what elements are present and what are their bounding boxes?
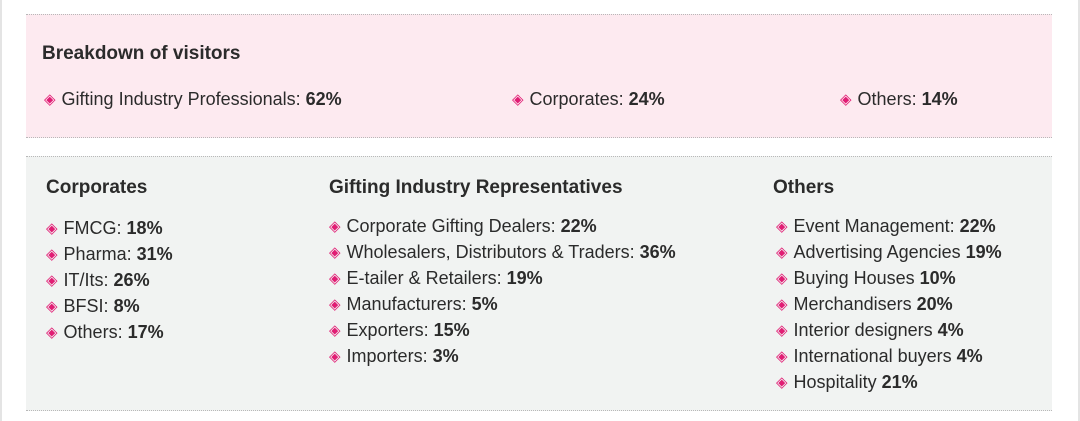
item-label: Importers: [347,346,428,367]
list-item: ◈ BFSI: 8% [46,293,173,319]
list-item: ◈ FMCG: 18% [46,215,173,241]
item-value: 5% [472,294,498,315]
item-label: E-tailer & Retailers: [347,268,502,289]
diamond-bullet-icon: ◈ [776,323,788,338]
category-details-panel: Corporates ◈ FMCG: 18% ◈ Pharma: 31% ◈ IT/Its… [26,156,1052,411]
diamond-bullet-icon: ◈ [46,299,58,314]
diamond-bullet-icon: ◈ [329,297,341,312]
list-item: ◈ Wholesalers, Distributors & Traders: 36% [329,239,676,265]
item-label: Advertising Agencies [794,242,961,263]
item-label: Pharma: [64,244,132,265]
diamond-bullet-icon: ◈ [46,325,58,340]
item-value: 21% [882,372,918,393]
diamond-bullet-icon: ◈ [329,219,341,234]
diamond-bullet-icon: ◈ [776,245,788,260]
item-value: 15% [434,320,470,341]
diamond-bullet-icon: ◈ [776,271,788,286]
diamond-bullet-icon: ◈ [329,245,341,260]
list-item: ◈ E-tailer & Retailers: 19% [329,265,676,291]
item-value: 20% [917,294,953,315]
diamond-bullet-icon: ◈ [329,271,341,286]
diamond-bullet-icon: ◈ [512,92,524,107]
diamond-bullet-icon: ◈ [329,349,341,364]
list-item: ◈ International buyers 4% [776,343,1002,369]
diamond-bullet-icon: ◈ [329,323,341,338]
item-value: 36% [640,242,676,263]
breakdown-label: Gifting Industry Professionals: [62,89,301,110]
list-item: ◈ Interior designers 4% [776,317,1002,343]
others-title: Others [773,177,834,199]
diamond-bullet-icon: ◈ [46,273,58,288]
list-item: ◈ Exporters: 15% [329,317,676,343]
item-label: BFSI: [64,296,109,317]
visitor-breakdown-panel: Breakdown of visitors ◈ Gifting Industry… [26,14,1052,138]
diamond-bullet-icon: ◈ [46,247,58,262]
corporates-title: Corporates [46,177,147,199]
breakdown-value: 14% [922,89,958,110]
item-value: 22% [960,216,996,237]
list-item: ◈ Pharma: 31% [46,241,173,267]
item-label: Interior designers [794,320,933,341]
item-value: 4% [957,346,983,367]
item-value: 18% [127,218,163,239]
item-value: 26% [114,270,150,291]
gifting-title: Gifting Industry Representatives [329,177,623,199]
corporates-list: ◈ FMCG: 18% ◈ Pharma: 31% ◈ IT/Its: 26% ◈ BFSI:… [46,215,173,345]
breakdown-title: Breakdown of visitors [42,43,241,65]
diamond-bullet-icon: ◈ [44,92,56,107]
item-label: International buyers [794,346,952,367]
others-list: ◈ Event Management: 22% ◈ Advertising Agenc… [776,213,1002,395]
item-label: Exporters: [347,320,429,341]
breakdown-label: Corporates: [530,89,624,110]
diamond-bullet-icon: ◈ [776,297,788,312]
item-value: 17% [128,322,164,343]
item-label: Hospitality [794,372,877,393]
breakdown-value: 24% [629,89,665,110]
list-item: ◈ Hospitality 21% [776,369,1002,395]
item-label: FMCG: [64,218,122,239]
diamond-bullet-icon: ◈ [46,221,58,236]
diamond-bullet-icon: ◈ [776,375,788,390]
item-label: Others: [64,322,123,343]
item-value: 4% [938,320,964,341]
diamond-bullet-icon: ◈ [776,349,788,364]
item-value: 19% [507,268,543,289]
item-label: Corporate Gifting Dealers: [347,216,556,237]
breakdown-item: ◈ Corporates: 24% [512,89,665,110]
list-item: ◈ Advertising Agencies 19% [776,239,1002,265]
item-value: 31% [137,244,173,265]
item-label: Wholesalers, Distributors & Traders: [347,242,635,263]
list-item: ◈ Event Management: 22% [776,213,1002,239]
diamond-bullet-icon: ◈ [776,219,788,234]
item-label: IT/Its: [64,270,109,291]
list-item: ◈ Merchandisers 20% [776,291,1002,317]
list-item: ◈ Buying Houses 10% [776,265,1002,291]
item-value: 10% [920,268,956,289]
gifting-list: ◈ Corporate Gifting Dealers: 22% ◈ Wholesal… [329,213,676,369]
item-value: 8% [114,296,140,317]
diamond-bullet-icon: ◈ [840,92,852,107]
list-item: ◈ IT/Its: 26% [46,267,173,293]
breakdown-item: ◈ Gifting Industry Professionals: 62% [44,89,342,110]
list-item: ◈ Importers: 3% [329,343,676,369]
list-item: ◈ Manufacturers: 5% [329,291,676,317]
item-label: Merchandisers [794,294,912,315]
breakdown-value: 62% [306,89,342,110]
list-item: ◈ Corporate Gifting Dealers: 22% [329,213,676,239]
page-border-left [0,0,2,421]
list-item: ◈ Others: 17% [46,319,173,345]
item-value: 19% [966,242,1002,263]
item-value: 22% [561,216,597,237]
breakdown-label: Others: [858,89,917,110]
breakdown-item: ◈ Others: 14% [840,89,958,110]
item-label: Manufacturers: [347,294,467,315]
item-label: Event Management: [794,216,955,237]
item-label: Buying Houses [794,268,915,289]
item-value: 3% [433,346,459,367]
